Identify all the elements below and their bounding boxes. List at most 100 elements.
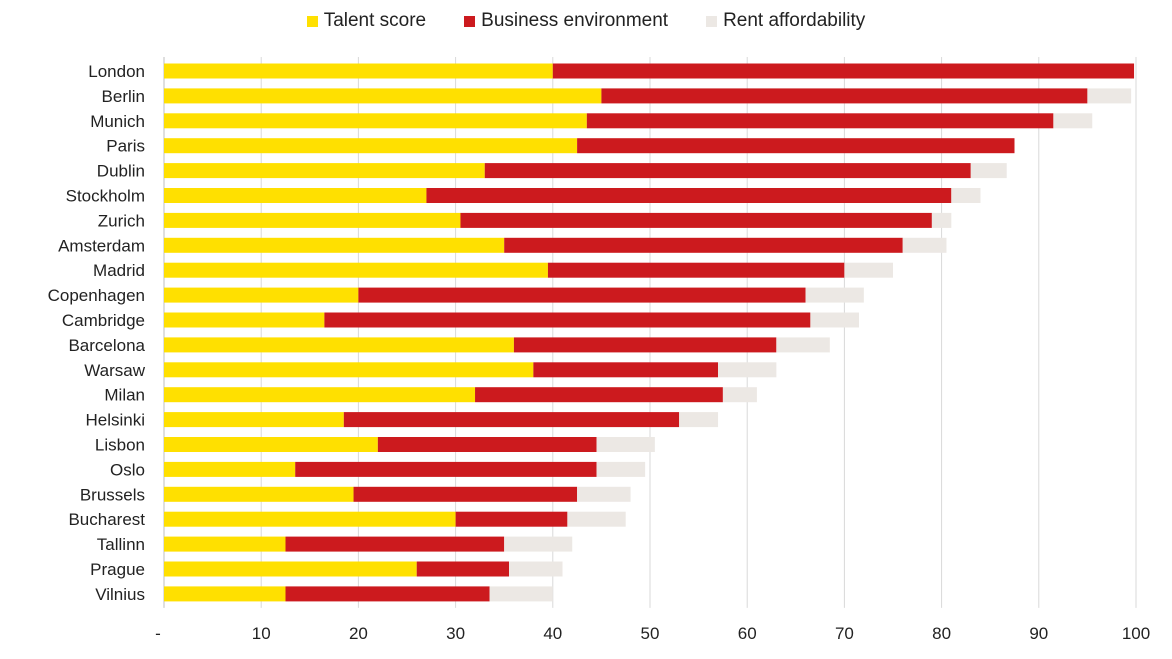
bar-berlin-series-1 xyxy=(601,88,1088,104)
bar-madrid-series-0 xyxy=(164,262,548,278)
bar-amsterdam-series-2 xyxy=(902,237,947,253)
bar-copenhagen-series-2 xyxy=(805,287,864,303)
bar-oslo-series-2 xyxy=(596,461,646,477)
category-label-zurich: Zurich xyxy=(98,211,145,230)
legend-label-talent: Talent score xyxy=(323,10,427,31)
category-label-brussels: Brussels xyxy=(80,485,145,504)
bar-lisbon-series-2 xyxy=(596,437,655,452)
bar-dublin-series-1 xyxy=(484,163,971,179)
bar-milan-series-0 xyxy=(164,387,476,403)
category-label-berlin: Berlin xyxy=(102,87,145,106)
category-label-milan: Milan xyxy=(104,386,145,405)
bar-vilnius-series-2 xyxy=(489,586,553,602)
bar-tallinn-series-0 xyxy=(164,536,286,552)
category-label-barcelona: Barcelona xyxy=(68,336,145,355)
bar-stockholm-series-2 xyxy=(951,188,981,203)
bar-barcelona-series-0 xyxy=(164,337,514,353)
bar-stockholm-series-1 xyxy=(426,188,952,203)
legend-label-rent: Rent affordability xyxy=(723,10,866,31)
category-label-london: London xyxy=(88,62,145,81)
bar-prague-series-1 xyxy=(416,561,510,577)
category-label-stockholm: Stockholm xyxy=(66,187,145,206)
category-label-cambridge: Cambridge xyxy=(62,311,145,330)
bar-london-series-0 xyxy=(164,63,553,79)
x-tick-label-2: 20 xyxy=(349,624,368,643)
x-tick-label-5: 50 xyxy=(641,624,660,643)
bar-munich-series-0 xyxy=(164,113,587,129)
bar-prague-series-2 xyxy=(509,561,563,577)
bar-vilnius-series-0 xyxy=(164,586,286,602)
x-tick-label-3: 30 xyxy=(446,624,465,643)
bar-bucharest-series-0 xyxy=(164,511,456,527)
bar-paris-series-1 xyxy=(577,138,1015,154)
category-label-amsterdam: Amsterdam xyxy=(58,236,145,255)
bar-madrid-series-1 xyxy=(547,262,845,278)
legend-item-business: Business environment xyxy=(464,10,668,32)
bar-warsaw-series-2 xyxy=(718,362,777,378)
category-label-munich: Munich xyxy=(90,112,145,131)
bar-barcelona-series-2 xyxy=(776,337,830,353)
bar-zurich-series-2 xyxy=(931,212,952,228)
x-tick-label-6: 60 xyxy=(738,624,757,643)
bar-brussels-series-1 xyxy=(353,486,578,502)
category-label-tallinn: Tallinn xyxy=(97,535,145,554)
category-label-oslo: Oslo xyxy=(110,460,145,479)
legend-label-business: Business environment xyxy=(481,10,669,31)
bar-brussels-series-2 xyxy=(577,486,631,502)
bar-cambridge-series-0 xyxy=(164,312,325,328)
bar-bucharest-series-2 xyxy=(567,511,626,527)
category-label-dublin: Dublin xyxy=(97,162,145,181)
bar-oslo-series-0 xyxy=(164,461,296,477)
bar-milan-series-1 xyxy=(475,387,723,403)
x-tick-label-7: 70 xyxy=(835,624,854,643)
category-label-warsaw: Warsaw xyxy=(84,361,145,380)
bar-helsinki-series-2 xyxy=(679,412,719,428)
bar-warsaw-series-0 xyxy=(164,362,534,378)
x-tick-label-9: 90 xyxy=(1029,624,1048,643)
x-tick-label-4: 40 xyxy=(543,624,562,643)
x-tick-label-8: 80 xyxy=(932,624,951,643)
bar-madrid-series-2 xyxy=(844,262,893,278)
category-label-copenhagen: Copenhagen xyxy=(48,286,145,305)
bar-tallinn-series-2 xyxy=(504,536,573,552)
bar-cambridge-series-1 xyxy=(324,312,811,328)
category-label-paris: Paris xyxy=(106,137,145,156)
legend-item-rent: Rent affordability xyxy=(706,10,865,32)
bar-helsinki-series-0 xyxy=(164,412,344,428)
bar-berlin-series-2 xyxy=(1087,88,1132,104)
bar-warsaw-series-1 xyxy=(533,362,719,378)
bar-paris-series-0 xyxy=(164,138,578,154)
bar-helsinki-series-1 xyxy=(343,412,680,428)
bar-copenhagen-series-0 xyxy=(164,287,359,303)
x-tick-label-0: - xyxy=(155,624,161,643)
bar-munich-series-2 xyxy=(1053,113,1093,129)
category-label-prague: Prague xyxy=(90,560,145,579)
legend-swatch-rent xyxy=(706,15,718,27)
bar-cambridge-series-2 xyxy=(810,312,859,328)
bar-prague-series-0 xyxy=(164,561,417,577)
bar-oslo-series-1 xyxy=(295,461,597,477)
legend-swatch-business xyxy=(464,15,476,27)
bar-copenhagen-series-1 xyxy=(358,287,806,303)
bar-dublin-series-0 xyxy=(164,163,485,179)
bar-amsterdam-series-1 xyxy=(504,237,903,253)
bar-lisbon-series-1 xyxy=(377,437,597,452)
bar-berlin-series-0 xyxy=(164,88,602,104)
legend-item-talent: Talent score xyxy=(306,10,427,32)
legend: Talent score Business environment Rent a… xyxy=(0,10,1172,32)
bar-tallinn-series-1 xyxy=(285,536,505,552)
bar-vilnius-series-1 xyxy=(285,586,490,602)
category-label-lisbon: Lisbon xyxy=(95,436,145,455)
bar-zurich-series-1 xyxy=(460,212,932,228)
bar-brussels-series-0 xyxy=(164,486,354,502)
bar-london-series-1 xyxy=(552,63,1135,79)
bar-munich-series-1 xyxy=(586,113,1054,129)
category-label-madrid: Madrid xyxy=(93,261,145,280)
bar-zurich-series-0 xyxy=(164,212,461,228)
bar-dublin-series-2 xyxy=(970,163,1007,179)
bar-stockholm-series-0 xyxy=(164,188,427,203)
bar-lisbon-series-0 xyxy=(164,437,378,452)
bar-barcelona-series-1 xyxy=(513,337,777,353)
category-label-vilnius: Vilnius xyxy=(95,585,145,604)
